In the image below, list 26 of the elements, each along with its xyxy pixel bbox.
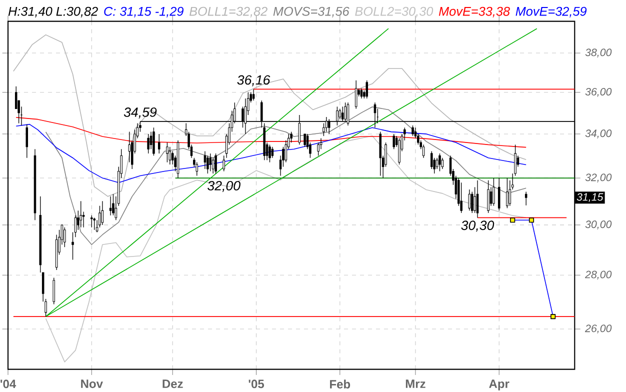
x-tick-label: Dez	[162, 380, 183, 388]
chart-title: H:31,40 L:30,82	[8, 6, 98, 18]
x-tick-label: Mrz	[406, 380, 426, 388]
text: MOVS=31,56	[273, 6, 350, 18]
text: MovE=32,59	[516, 6, 587, 18]
y-tick-label: 30,00	[585, 220, 612, 230]
chart-subtitle: C: 31,15 -1,29	[104, 6, 184, 18]
x-tick-label: Feb	[330, 380, 350, 388]
annotation: 34,59	[124, 107, 157, 118]
y-tick-label: 28,00	[584, 270, 612, 280]
annotation: 36,16	[237, 75, 270, 86]
annotation: 30,30	[461, 220, 494, 232]
x-tick-label: Nov	[81, 380, 103, 388]
x-tick-label: '05	[248, 380, 264, 388]
text: BOLL2=30,30	[355, 6, 434, 18]
text: MovE=33,38	[438, 6, 510, 18]
y-tick-label: 32,00	[585, 174, 612, 182]
y-tick-label: 36,00	[585, 88, 612, 97]
y-tick-label: 34,00	[585, 130, 612, 138]
x-tick-label: '04	[0, 380, 16, 388]
y-tick-label: 26,00	[584, 324, 612, 334]
x-tick-label: Apr	[489, 380, 510, 390]
text: BOLL1=32,82	[189, 6, 268, 18]
y-tick-label: 38,00	[585, 48, 612, 58]
annotation: 32,00	[208, 180, 240, 192]
text: 31,15	[576, 193, 604, 202]
